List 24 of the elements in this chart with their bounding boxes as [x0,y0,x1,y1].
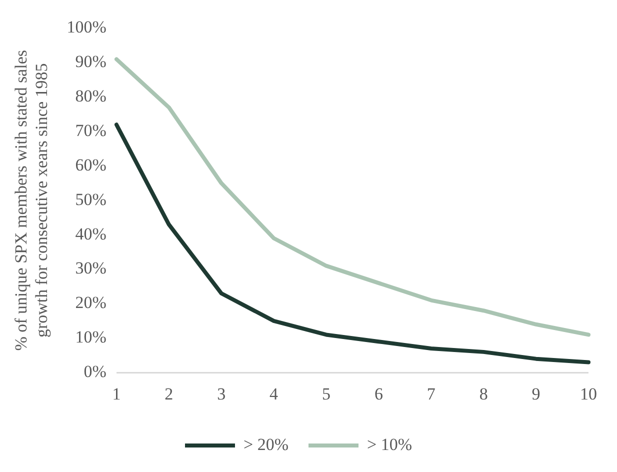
legend-label: > 10% [367,434,412,454]
y-tick-label: 30% [75,258,106,278]
x-tick-label: 3 [217,384,226,404]
y-tick-label: 60% [75,155,106,174]
y-tick-label: 10% [75,328,106,347]
x-tick-label: 5 [322,384,331,404]
y-tick-label: 40% [75,224,106,244]
x-tick-label: 4 [270,384,279,404]
y-tick-label: 100% [66,18,106,37]
y-tick-label: 0% [84,362,106,382]
x-tick-label: 1 [112,384,121,404]
x-tick-label: 7 [426,384,436,404]
legend-label: > 20% [244,434,288,454]
y-tick-label: 70% [75,120,106,140]
y-axis-title: % of unique SPX members with stated sales growth for consecutive xears since 1985 [12,50,52,351]
y-tick-label: 50% [75,190,106,209]
x-tick-label: 2 [164,384,174,404]
x-tick-label: 10 [580,384,597,404]
y-tick-label: 90% [75,52,106,72]
x-tick-label: 9 [532,384,540,404]
y-tick-label: 20% [75,293,106,312]
y-tick-label: 80% [75,86,106,106]
x-tick-label: 8 [479,384,488,404]
x-tick-label: 6 [374,384,383,404]
